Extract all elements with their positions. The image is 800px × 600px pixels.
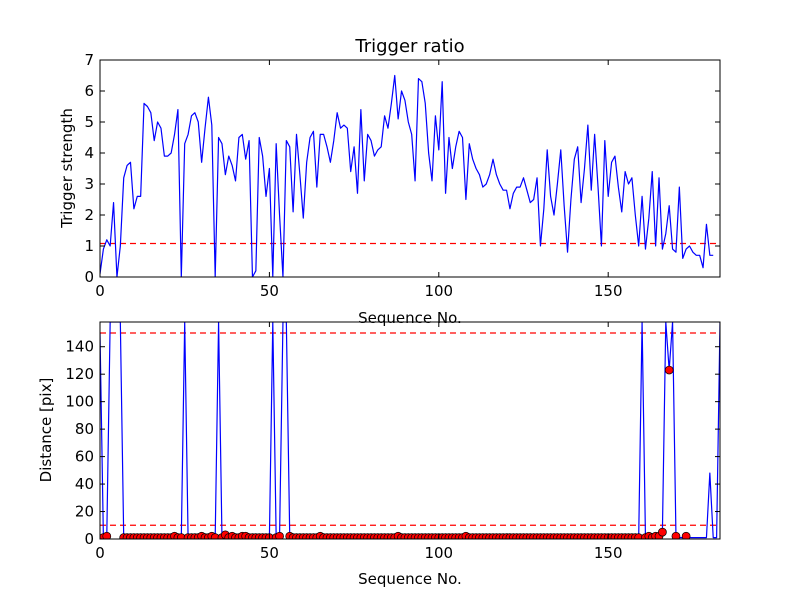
bottom-marker-168	[664, 365, 674, 375]
top-x-tick-label-3: 150	[594, 282, 623, 300]
top-y-tick-label-3: 3	[84, 175, 94, 193]
bottom-y-tick-label-1: 20	[75, 503, 94, 521]
top-y-axis-label: Trigger strength	[58, 108, 76, 229]
bottom-marker-166	[658, 527, 667, 537]
bottom-y-tick-label-5: 100	[65, 393, 94, 411]
bottom-x-tick-label-3: 150	[594, 544, 623, 562]
trigger-ratio-plot: 0 50 100 150 0 1 2 3 4 5 6 7	[84, 51, 721, 300]
bottom-y-tick-label-3: 60	[75, 448, 94, 466]
top-series-line	[100, 74, 714, 277]
bottom-x-axis-label: Sequence No.	[358, 570, 462, 588]
bottom-y-tick-label-6: 120	[65, 365, 94, 383]
top-y-tick-label-1: 1	[84, 237, 94, 255]
top-axes-frame	[99, 59, 721, 278]
bottom-y-tick-label-7: 140	[65, 338, 94, 356]
top-plot-area	[100, 74, 720, 277]
top-y-tick-label-4: 4	[84, 144, 94, 162]
top-y-tick-label-6: 6	[84, 82, 94, 100]
bottom-y-tick-label-4: 80	[75, 420, 94, 438]
bottom-marker-2	[102, 531, 112, 539]
bottom-y-axis-label: Distance [pix]	[37, 378, 55, 483]
bottom-marker-173	[681, 531, 691, 539]
top-x-tick-label-2: 100	[424, 282, 453, 300]
top-y-tick-label-5: 5	[84, 113, 94, 131]
top-x-axis-label: Sequence No.	[358, 309, 462, 327]
chart-title: Trigger ratio	[354, 36, 464, 57]
top-y-tick-label-7: 7	[84, 51, 94, 69]
distance-plot: 0 50 100 150 0 20 40 60 80 100 120 140	[65, 321, 721, 562]
bottom-y-tick-label-0: 0	[84, 530, 94, 548]
bottom-y-tick-label-2: 40	[75, 475, 94, 493]
top-y-tick-label-2: 2	[84, 206, 94, 224]
bottom-x-tick-label-0: 0	[95, 544, 105, 562]
bottom-axes-frame	[99, 321, 721, 540]
bottom-x-tick-label-1: 50	[260, 544, 279, 562]
bottom-marker-53	[275, 531, 284, 539]
bottom-marker-170	[671, 531, 681, 539]
top-x-tick-label-0: 0	[95, 282, 105, 300]
top-x-tick-label-1: 50	[260, 282, 279, 300]
bottom-x-tick-label-2: 100	[424, 544, 453, 562]
top-y-tick-label-0: 0	[84, 268, 94, 286]
bottom-plot-area	[100, 322, 720, 539]
